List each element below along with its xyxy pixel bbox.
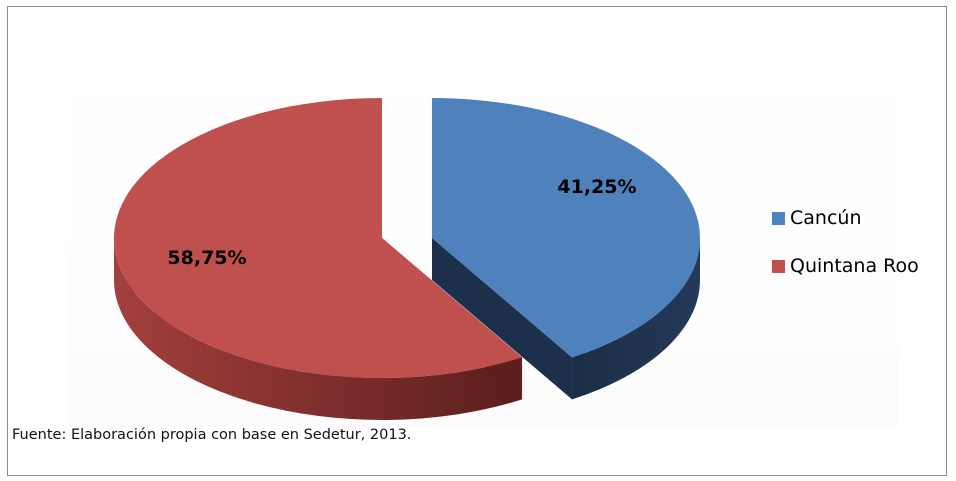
pie-rim-quintana-roo [114,238,523,420]
legend-item-cancun: Cancún [772,205,952,231]
legend-label-quintana-roo: Quintana Roo [790,255,919,277]
pie-slice-quintana-roo [113,98,523,378]
data-label-quintana-roo: 58,75% [167,247,246,269]
legend: Cancún Quintana Roo [772,205,952,301]
legend-item-quintana-roo: Quintana Roo [772,253,952,279]
legend-swatch-quintana-roo [772,259,785,273]
legend-label-cancun: Cancún [790,207,862,229]
data-label-canc-n: 41,25% [557,176,636,198]
legend-swatch-cancun [772,211,785,225]
source-note: Fuente: Elaboración propia con base en S… [12,427,412,443]
pie-wall-canc-n [432,238,573,400]
pie-rim-canc-n [572,238,700,400]
pie-slice-canc-n [432,98,700,358]
